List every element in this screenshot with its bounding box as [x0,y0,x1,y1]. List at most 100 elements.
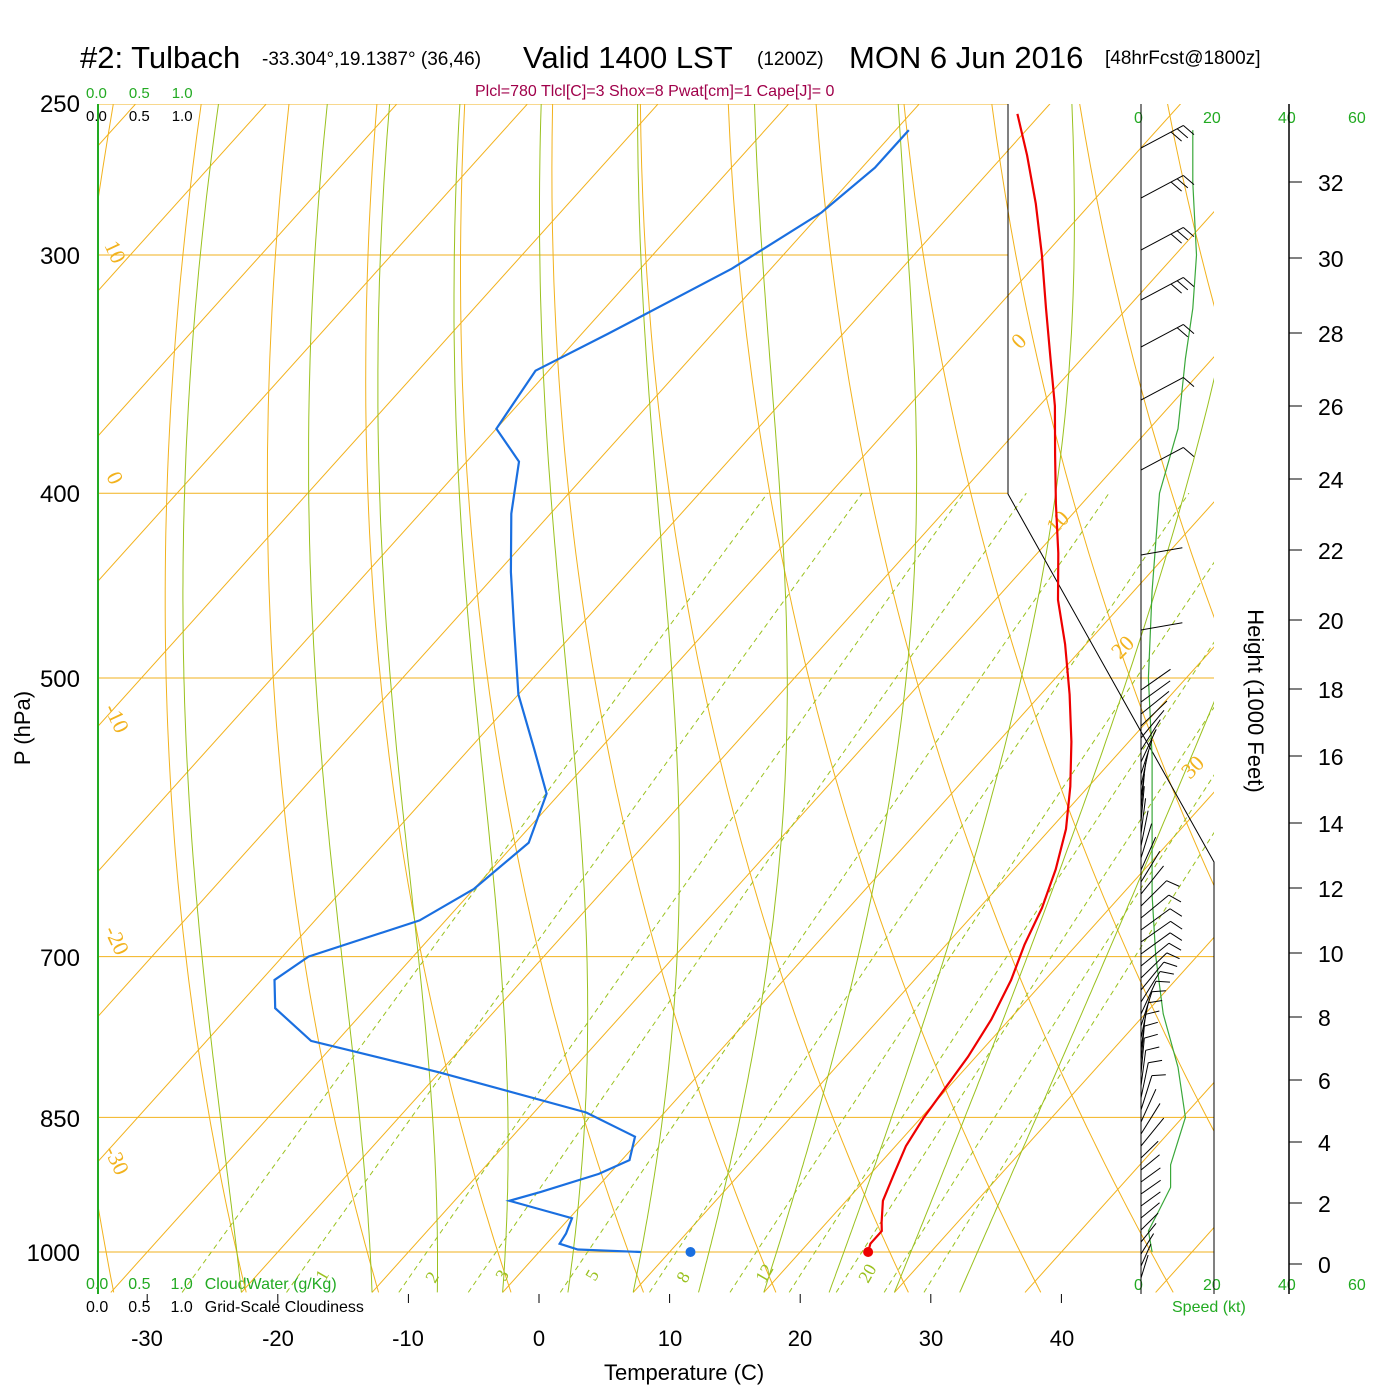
wind-barb [1140,880,1167,907]
background-grid [98,104,1214,1293]
mixing-ratio-label: 3 [491,1266,513,1284]
wind-barb-flag [1183,377,1195,387]
height-tick: 22 [1318,538,1344,564]
height-tick: 0 [1318,1252,1331,1278]
temperature-line [867,113,1073,1253]
wind-barb [1140,851,1161,883]
wind-barb-flag [1170,920,1183,930]
height-tick: 26 [1318,394,1344,420]
wind-barb-flag [1148,999,1163,1004]
mixing-ratio-label: 2 [421,1268,443,1286]
isotherm-label: 10 [99,237,131,268]
wind-barb-flag [1151,1074,1166,1077]
wind-barb [1140,175,1184,199]
wind-barb-flag [1183,324,1195,334]
wind-barb [1140,1212,1159,1231]
wind-barb [1140,1038,1145,1075]
stability-indices: Plcl=780 Tlcl[C]=3 Shox=8 Pwat[cm]=1 Cap… [475,83,835,100]
wind-barb-flag [1176,230,1189,241]
wind-barb-flag [1176,178,1189,189]
speed-tick: 40 [1278,1277,1296,1294]
wind-barb [1140,719,1161,751]
cloudiness-legend: 0.0 0.5 1.0 Grid-Scale Cloudiness [86,1299,364,1316]
wind-barb-flag [1183,227,1195,237]
moist-adiabat [632,104,680,1293]
wind-barb [1140,1089,1157,1123]
isotherm-line [763,791,1214,1293]
wind-barb-flag [1169,908,1183,917]
wind-barb-flag [1145,1010,1160,1015]
speed-tick: 0 [1134,1277,1143,1294]
wind-barb-flag [1183,125,1195,135]
temp-tick: 20 [787,1326,813,1351]
mixing-ratio-label: 20 [854,1260,880,1286]
wind-barb [1140,1243,1152,1267]
wind-barb [1140,709,1165,739]
mixing-ratio-line [835,706,1214,1293]
wind-barb [1140,836,1157,871]
wind-barb [1140,1233,1155,1255]
height-tick: 32 [1318,170,1344,196]
wind-barb [1140,680,1171,703]
dry-adiabat [551,104,777,1293]
pressure-tick-300: 300 [39,243,80,270]
wind-barb [1140,729,1157,763]
height-tick: 18 [1318,677,1344,703]
wind-barb [1140,324,1184,348]
cloudwater-scale-top: 0.0 0.5 1.0 [86,85,193,102]
dry-adiabat [266,104,380,1293]
isotherm-line [241,211,1214,1293]
moist-adiabat [377,104,438,1293]
mixing-ratio-line [649,492,1190,1293]
valid-time: Valid 1400 LST [523,40,733,75]
moist-adiabat [893,377,1214,1293]
speed-tick: 20 [1203,110,1221,127]
sounding-series [273,113,1073,1257]
wind-barb [1140,1202,1160,1219]
wind-barb [1140,920,1171,943]
pressure-tick-850: 850 [39,1106,80,1133]
pressure-tick-1000: 1000 [26,1240,80,1267]
mixing-ratio-label: 1 [311,1266,333,1284]
mixing-ratio-line [467,492,1027,1293]
wind-barb [1140,786,1145,823]
isotherm-line [894,936,1214,1293]
wind-barb [1140,547,1183,556]
speed-tick: 0 [1134,110,1143,127]
mixing-ratio-line [286,492,863,1293]
wind-barb-flag [1166,880,1180,887]
speed-tick: 40 [1278,110,1296,127]
wind-barb [1140,981,1157,1015]
wind-barb [1140,1050,1147,1087]
moist-adiabat [308,104,373,1293]
wind-barb [1140,1140,1159,1159]
wind-barb-flag [1148,1059,1163,1064]
isotherm-line [371,356,1214,1293]
height-tick: 2 [1318,1191,1331,1217]
wind-barb [1140,1167,1161,1183]
wind-barb [1140,971,1161,1003]
height-tick: 16 [1318,744,1344,770]
isotherm-label: -10 [99,700,134,737]
moist-adiabat [763,104,918,1293]
dry-adiabat [365,104,512,1293]
wind-barb [1140,700,1168,727]
isotherm-label: 0 [101,468,128,489]
wind-barb [1140,952,1168,979]
wind-barb-flag [1170,131,1182,142]
wind-barb [1140,690,1170,715]
isotherm-line [502,501,1214,1293]
wind-barb-flag [1163,961,1178,967]
wind-barb [1140,1223,1157,1243]
wind-barb [1140,991,1153,1027]
height-tick: 8 [1318,1005,1331,1031]
dry-adiabat [991,104,1214,887]
height-tick: 6 [1318,1068,1331,1094]
wind-barb-flag [1183,447,1195,457]
wind-barb-flag [1183,277,1195,287]
pressure-tick-700: 700 [39,945,80,972]
height-tick: 24 [1318,467,1344,493]
wind-barb [1140,622,1183,631]
wind-barb [1140,798,1147,835]
